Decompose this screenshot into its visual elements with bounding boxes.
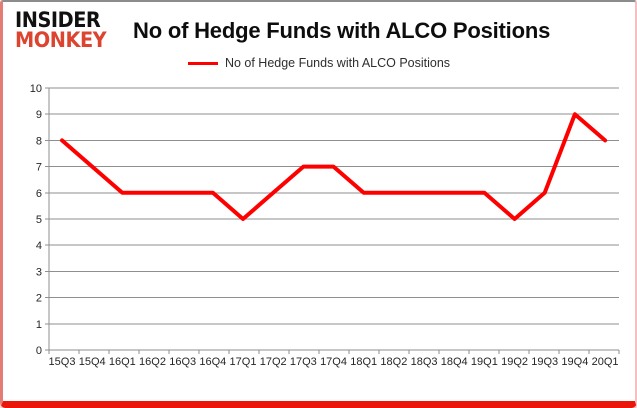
- data-series-line: [60, 112, 608, 221]
- x-axis-label: 18Q3: [411, 356, 438, 368]
- legend: No of Hedge Funds with ALCO Positions: [3, 56, 635, 70]
- x-axis-label: 16Q3: [169, 356, 196, 368]
- legend-line-swatch: [187, 61, 218, 65]
- y-axis-label: 8: [36, 135, 42, 147]
- x-axis-label: 18Q2: [380, 356, 407, 368]
- x-axis-label: 17Q3: [290, 356, 317, 368]
- x-axis-label: 17Q1: [230, 356, 257, 368]
- x-axis-label: 17Q2: [260, 356, 287, 368]
- plot-area: 0 1 2 3 4 5 6 7 8 9 10 15Q3 15Q4 16Q1 16Q2 16Q3 16Q4 17Q1…: [30, 83, 620, 368]
- x-axis-label: 18Q4: [441, 356, 468, 368]
- insider-monkey-logo: INSIDER MONKEY: [15, 8, 107, 52]
- y-axis-label: 7: [36, 162, 42, 174]
- legend-label: No of Hedge Funds with ALCO Positions: [224, 56, 451, 70]
- x-axis-label: 16Q4: [199, 356, 226, 368]
- logo-insider-text: INSIDER: [15, 8, 101, 32]
- x-axis-label: 18Q1: [350, 356, 377, 368]
- y-axis-label: 6: [36, 188, 42, 200]
- y-axis-label: 0: [36, 345, 42, 357]
- x-axis-label: 15Q4: [79, 356, 106, 368]
- y-axis-label: 2: [36, 293, 42, 305]
- x-axis-label: 17Q4: [320, 356, 347, 368]
- y-axis-label: 4: [36, 240, 42, 252]
- x-axis-label: 19Q2: [501, 356, 528, 368]
- logo-monkey-text: MONKEY: [15, 27, 107, 52]
- y-axis-label: 5: [36, 214, 42, 226]
- y-axis-label: 9: [36, 109, 42, 121]
- x-axis-label: 19Q1: [471, 356, 498, 368]
- y-axis-label: 1: [36, 319, 42, 331]
- x-axis-label: 20Q1: [592, 356, 619, 368]
- x-axis-label: 16Q2: [139, 356, 166, 368]
- chart-title: No of Hedge Funds with ALCO Positions: [133, 18, 551, 43]
- x-axis-label: 16Q1: [109, 356, 136, 368]
- x-axis-label: 19Q3: [531, 356, 558, 368]
- x-axis-label: 15Q3: [49, 356, 76, 368]
- x-axis-label: 19Q4: [561, 356, 588, 368]
- y-axis-label: 10: [30, 83, 42, 95]
- y-axis-label: 3: [36, 266, 42, 278]
